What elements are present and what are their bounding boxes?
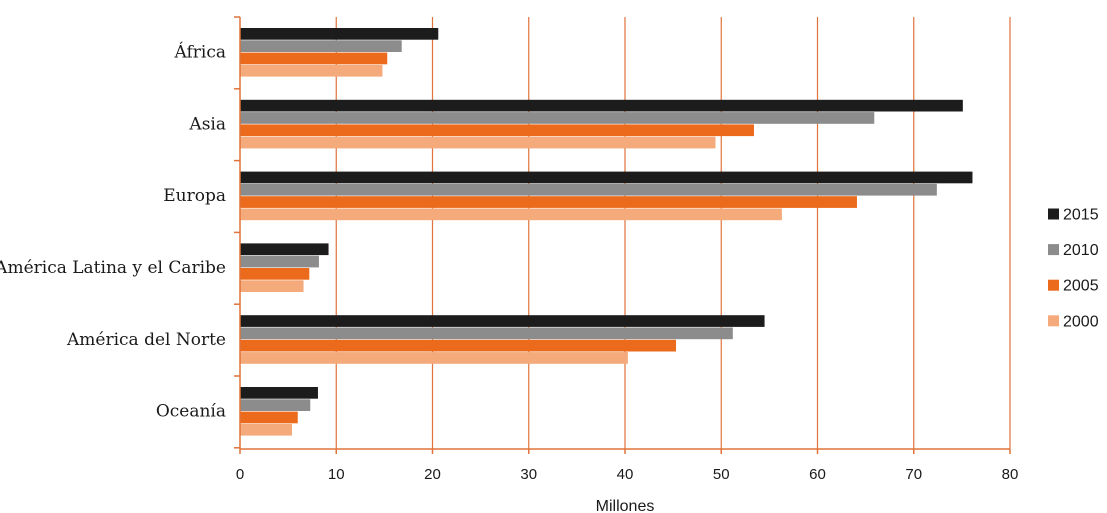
bar-2000-4 <box>240 352 628 364</box>
bar-2010-2 <box>240 183 937 196</box>
bar-2015-3 <box>240 243 329 256</box>
grid-lines <box>335 17 1011 449</box>
x-axis-title: Millones <box>596 498 655 513</box>
bar-2005-2 <box>240 196 857 208</box>
category-label: África <box>174 42 227 63</box>
bar-2005-0 <box>240 52 388 65</box>
x-tick-label: 70 <box>905 466 922 483</box>
bar-2010-5 <box>240 399 311 411</box>
bar-2015-5 <box>240 387 318 399</box>
bar-2010-1 <box>240 112 875 124</box>
bar-2000-3 <box>240 280 304 292</box>
x-tick-label: 40 <box>617 466 634 483</box>
category-label: América Latina y el Caribe <box>0 258 226 278</box>
category-label: Asia <box>188 114 226 134</box>
bar-2000-5 <box>240 423 292 436</box>
bar-2010-0 <box>240 40 402 52</box>
bar-2015-2 <box>240 171 973 184</box>
legend-label: 2010 <box>1063 242 1099 259</box>
bar-2000-1 <box>240 136 716 149</box>
bar-2015-0 <box>240 28 439 40</box>
bar-2005-3 <box>240 268 310 280</box>
x-tick-label: 80 <box>1002 466 1019 483</box>
bar-2000-0 <box>240 64 383 77</box>
bar-2010-4 <box>240 327 733 340</box>
category-label: América del Norte <box>66 330 226 350</box>
category-labels: África Asia Europa América Latina y el Cari… <box>0 42 226 422</box>
legend-label: 2015 <box>1063 207 1099 224</box>
axes <box>234 16 1011 454</box>
bar-2015-4 <box>240 315 765 327</box>
x-tick-label: 50 <box>713 466 730 483</box>
x-tick-label: 10 <box>328 466 345 483</box>
bar-2005-1 <box>240 124 754 137</box>
bar-2000-2 <box>240 208 782 221</box>
bar-2010-3 <box>240 255 319 268</box>
x-tick-label: 60 <box>809 466 826 483</box>
legend-swatch-2010 <box>1048 244 1059 256</box>
category-label: Oceanía <box>156 402 226 422</box>
x-tick-label: 20 <box>424 466 441 483</box>
legend-swatch-2000 <box>1048 315 1059 327</box>
bar-2005-4 <box>240 339 677 352</box>
legend-swatch-2005 <box>1048 279 1059 291</box>
bar-2015-1 <box>240 99 963 112</box>
legend-swatch-2015 <box>1048 208 1059 220</box>
legend-label: 2005 <box>1063 278 1099 295</box>
x-tick-labels: 0 10 20 30 40 50 60 70 80 <box>236 466 1019 483</box>
legend-label: 2000 <box>1063 313 1099 330</box>
legend: 2015 2010 2005 2000 <box>1048 207 1099 330</box>
x-tick-label: 30 <box>520 466 537 483</box>
category-label: Europa <box>163 186 226 206</box>
bar-2005-5 <box>240 411 298 424</box>
bars <box>240 28 973 436</box>
x-tick-label: 0 <box>236 466 244 483</box>
